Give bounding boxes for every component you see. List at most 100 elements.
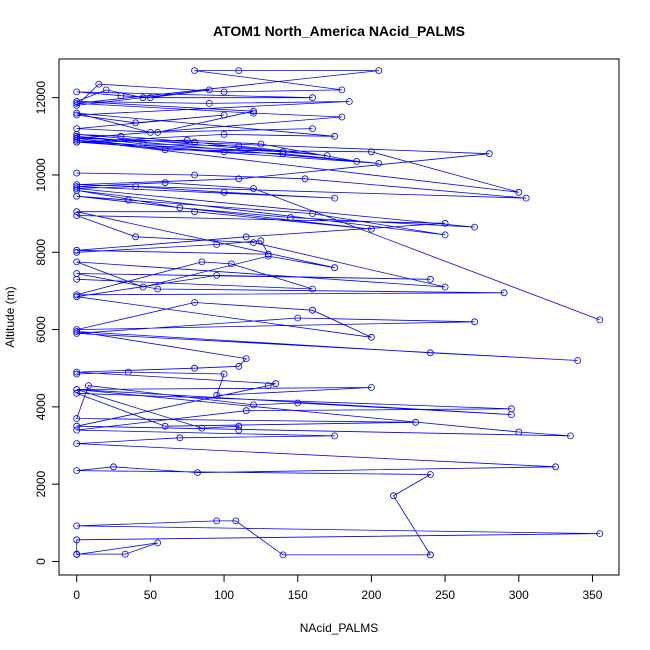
y-tick-label: 8000 xyxy=(34,239,48,266)
data-point xyxy=(117,132,125,140)
x-axis-label: NAcid_PALMS xyxy=(300,621,378,635)
data-point xyxy=(73,275,81,283)
x-axis: 0 50 100 150 200 250 300 350 xyxy=(73,574,603,602)
data-point xyxy=(73,138,81,146)
data-point xyxy=(227,260,235,268)
data-point xyxy=(161,179,169,187)
data-point xyxy=(73,111,81,119)
data-point xyxy=(367,333,375,341)
data-point xyxy=(191,138,199,146)
data-point xyxy=(73,422,81,430)
data-point xyxy=(110,463,117,471)
data-point xyxy=(191,299,199,306)
data-point xyxy=(117,92,125,100)
data-point xyxy=(73,246,81,254)
data-point xyxy=(375,67,383,74)
x-tick-label: 150 xyxy=(288,588,308,602)
data-point xyxy=(121,550,129,558)
data-point xyxy=(471,223,479,231)
data-point xyxy=(264,250,272,258)
data-point xyxy=(345,98,353,105)
data-point xyxy=(73,551,81,558)
data-point xyxy=(191,171,199,179)
data-point xyxy=(73,426,81,434)
data-point xyxy=(235,426,243,434)
data-point xyxy=(73,102,81,109)
data-point xyxy=(309,306,316,314)
data-point xyxy=(198,258,206,266)
data-point xyxy=(95,80,103,88)
data-point xyxy=(250,185,257,192)
series-line xyxy=(76,182,600,321)
x-tick-label: 200 xyxy=(361,588,381,602)
data-point xyxy=(73,181,81,189)
data-point xyxy=(507,411,515,419)
data-point xyxy=(272,380,280,388)
data-point xyxy=(220,111,228,119)
data-point xyxy=(73,415,81,422)
data-point xyxy=(596,530,604,537)
data-point xyxy=(124,196,132,204)
data-point xyxy=(213,241,221,248)
data-point xyxy=(205,100,213,107)
data-point xyxy=(73,125,81,133)
data-point xyxy=(213,517,221,525)
data-point xyxy=(73,329,81,337)
data-point xyxy=(552,463,559,471)
x-tick-label: 0 xyxy=(73,588,80,602)
data-point xyxy=(323,152,331,160)
data-point xyxy=(73,368,81,376)
data-point xyxy=(73,98,81,105)
data-point xyxy=(220,370,228,378)
data-point xyxy=(220,148,228,156)
data-point xyxy=(205,86,213,94)
data-point xyxy=(194,469,201,477)
data-point xyxy=(250,401,257,409)
data-point xyxy=(309,125,316,133)
data-point xyxy=(73,109,81,117)
data-point xyxy=(294,314,302,322)
data-point xyxy=(176,204,184,212)
data-point xyxy=(73,467,81,475)
data-point xyxy=(176,434,184,442)
data-point xyxy=(235,142,243,150)
data-point xyxy=(73,100,81,107)
data-point xyxy=(441,219,449,227)
data-point xyxy=(264,252,272,260)
data-point xyxy=(73,134,81,142)
data-point xyxy=(331,432,339,440)
data-point xyxy=(242,355,250,363)
data-point xyxy=(85,382,92,390)
x-tick-label: 100 xyxy=(214,588,234,602)
data-point xyxy=(191,67,199,74)
data-point xyxy=(257,140,265,148)
data-point xyxy=(441,231,449,239)
data-point xyxy=(331,194,339,202)
y-tick-label: 12000 xyxy=(34,81,48,115)
data-point xyxy=(353,157,361,165)
data-point xyxy=(73,248,81,256)
data-point xyxy=(73,212,81,219)
series-line xyxy=(75,70,379,139)
data-point xyxy=(220,88,228,96)
y-tick-label: 2000 xyxy=(34,470,48,497)
data-point xyxy=(426,471,434,478)
y-tick-label: 6000 xyxy=(34,316,48,343)
data-point xyxy=(235,362,243,370)
data-point xyxy=(471,318,479,326)
data-point xyxy=(73,258,81,266)
data-point xyxy=(154,285,162,293)
data-point xyxy=(279,148,287,156)
data-point xyxy=(161,146,169,154)
data-point xyxy=(235,175,243,183)
series-line xyxy=(76,385,600,556)
data-point xyxy=(375,159,383,167)
data-point xyxy=(73,169,81,177)
data-point xyxy=(367,148,375,156)
chart-title: ATOM1 North_America NAcid_PALMS xyxy=(213,23,465,39)
data-point xyxy=(515,428,523,436)
data-point xyxy=(279,551,287,559)
data-point xyxy=(191,364,199,372)
data-point xyxy=(213,271,221,279)
